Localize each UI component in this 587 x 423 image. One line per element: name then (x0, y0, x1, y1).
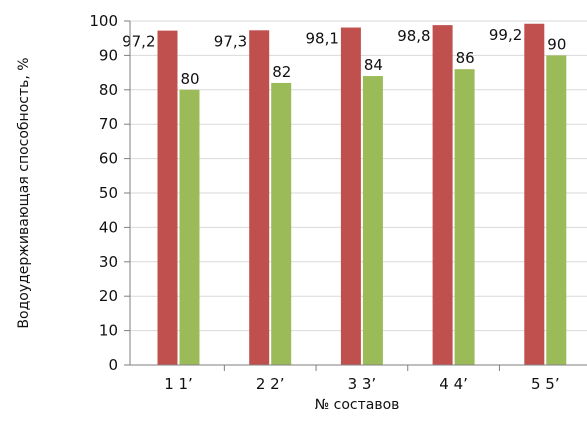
data-label-series2-2: 82 (272, 63, 291, 81)
x-category-label: 1 1’ (164, 375, 193, 393)
y-axis-ticks: 0 10 20 30 40 50 60 70 80 90 100 (89, 12, 130, 374)
bar-series2-5 (546, 55, 567, 366)
data-label-series2-4: 86 (456, 49, 475, 67)
y-tick-label: 10 (99, 322, 118, 340)
data-label-series1-2: 97,3 (214, 32, 247, 50)
bar-series1-1 (157, 30, 178, 366)
bar-series2-4 (454, 69, 475, 365)
x-category-label: 3 3’ (348, 375, 377, 393)
y-tick-label: 0 (108, 356, 118, 374)
bar-series2-3 (362, 76, 383, 365)
y-tick-label: 90 (99, 46, 118, 64)
y-axis-title: Водоудерживающая способность, % (16, 57, 32, 328)
x-axis-title: № составов (315, 397, 400, 413)
bar-series1-5 (524, 23, 545, 365)
data-label-series1-3: 98,1 (305, 30, 338, 48)
data-label-series2-3: 84 (364, 56, 383, 74)
y-tick-label: 20 (99, 287, 118, 305)
y-tick-label: 80 (99, 81, 118, 99)
bar-series1-2 (249, 30, 270, 366)
y-tick-label: 70 (99, 115, 118, 133)
x-axis-categories: 1 1’ 2 2’ 3 3’ 4 4’ 5 5’ (164, 365, 560, 393)
data-label-series1-4: 98,8 (397, 27, 430, 45)
bar-series1-3 (340, 27, 361, 365)
axes (129, 21, 587, 366)
y-tick-label: 30 (99, 253, 118, 271)
data-label-series1-5: 99,2 (489, 26, 522, 44)
x-category-label: 2 2’ (256, 375, 285, 393)
y-tick-label: 40 (99, 218, 118, 236)
data-label-series2-5: 90 (547, 35, 566, 53)
y-tick-label: 100 (89, 12, 118, 30)
x-category-label: 4 4’ (439, 375, 468, 393)
x-category-label: 5 5’ (531, 375, 560, 393)
data-label-series1-1: 97,2 (122, 33, 155, 51)
bar-series2-2 (271, 82, 292, 366)
data-label-series2-1: 80 (181, 70, 200, 88)
y-tick-label: 60 (99, 150, 118, 168)
bars (157, 23, 567, 366)
bar-series2-1 (179, 89, 200, 366)
bar-series1-4 (432, 25, 453, 366)
y-tick-label: 50 (99, 184, 118, 202)
